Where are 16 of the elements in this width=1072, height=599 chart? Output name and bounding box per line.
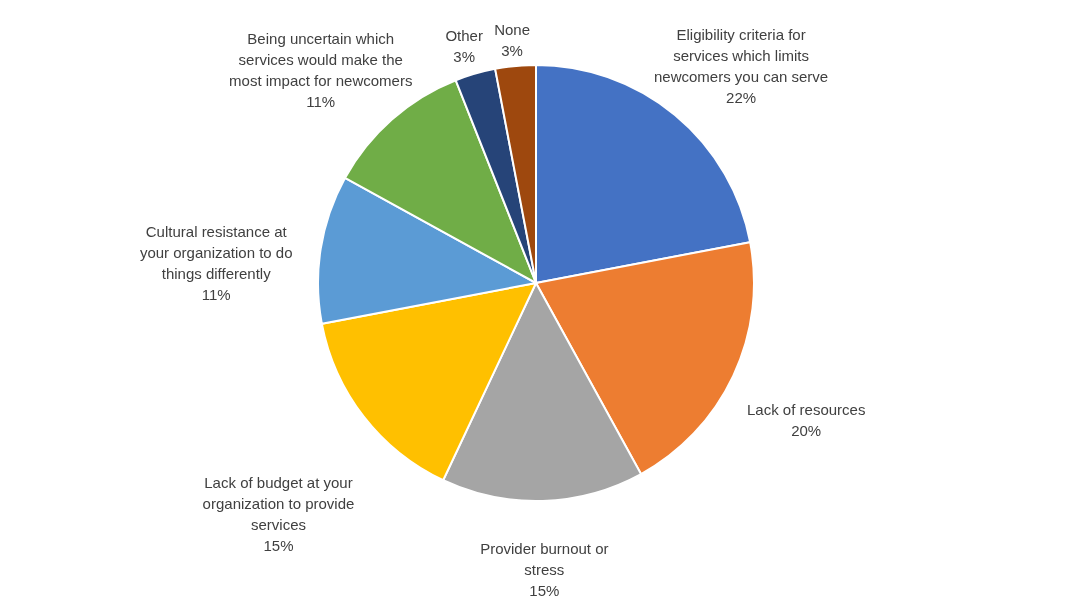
data-label: 20% [791,422,822,440]
data-label: 11% [201,286,231,304]
slice-label: None [494,20,530,38]
slice-label: Provider burnout or stress [480,539,609,578]
data-label: 15% [263,536,294,554]
data-label: 22% [726,89,757,107]
slice-label: Being uncertain which services would make the most impact for newcomers [229,29,413,89]
data-label: 15% [529,581,560,599]
slice-label: Lack of budget at your organization to provide services [202,473,355,533]
slice-label: Eligibility criteria for services which limits newcomers you can serve [653,26,829,86]
data-label: 11% [306,92,336,110]
slice-label: Lack of resources [747,401,866,419]
slice-label: Cultural resistance at your organization to do things differently [139,223,293,283]
data-label: 3% [453,47,476,65]
slice-label: Other [445,26,483,44]
data-label: 3% [501,41,523,59]
